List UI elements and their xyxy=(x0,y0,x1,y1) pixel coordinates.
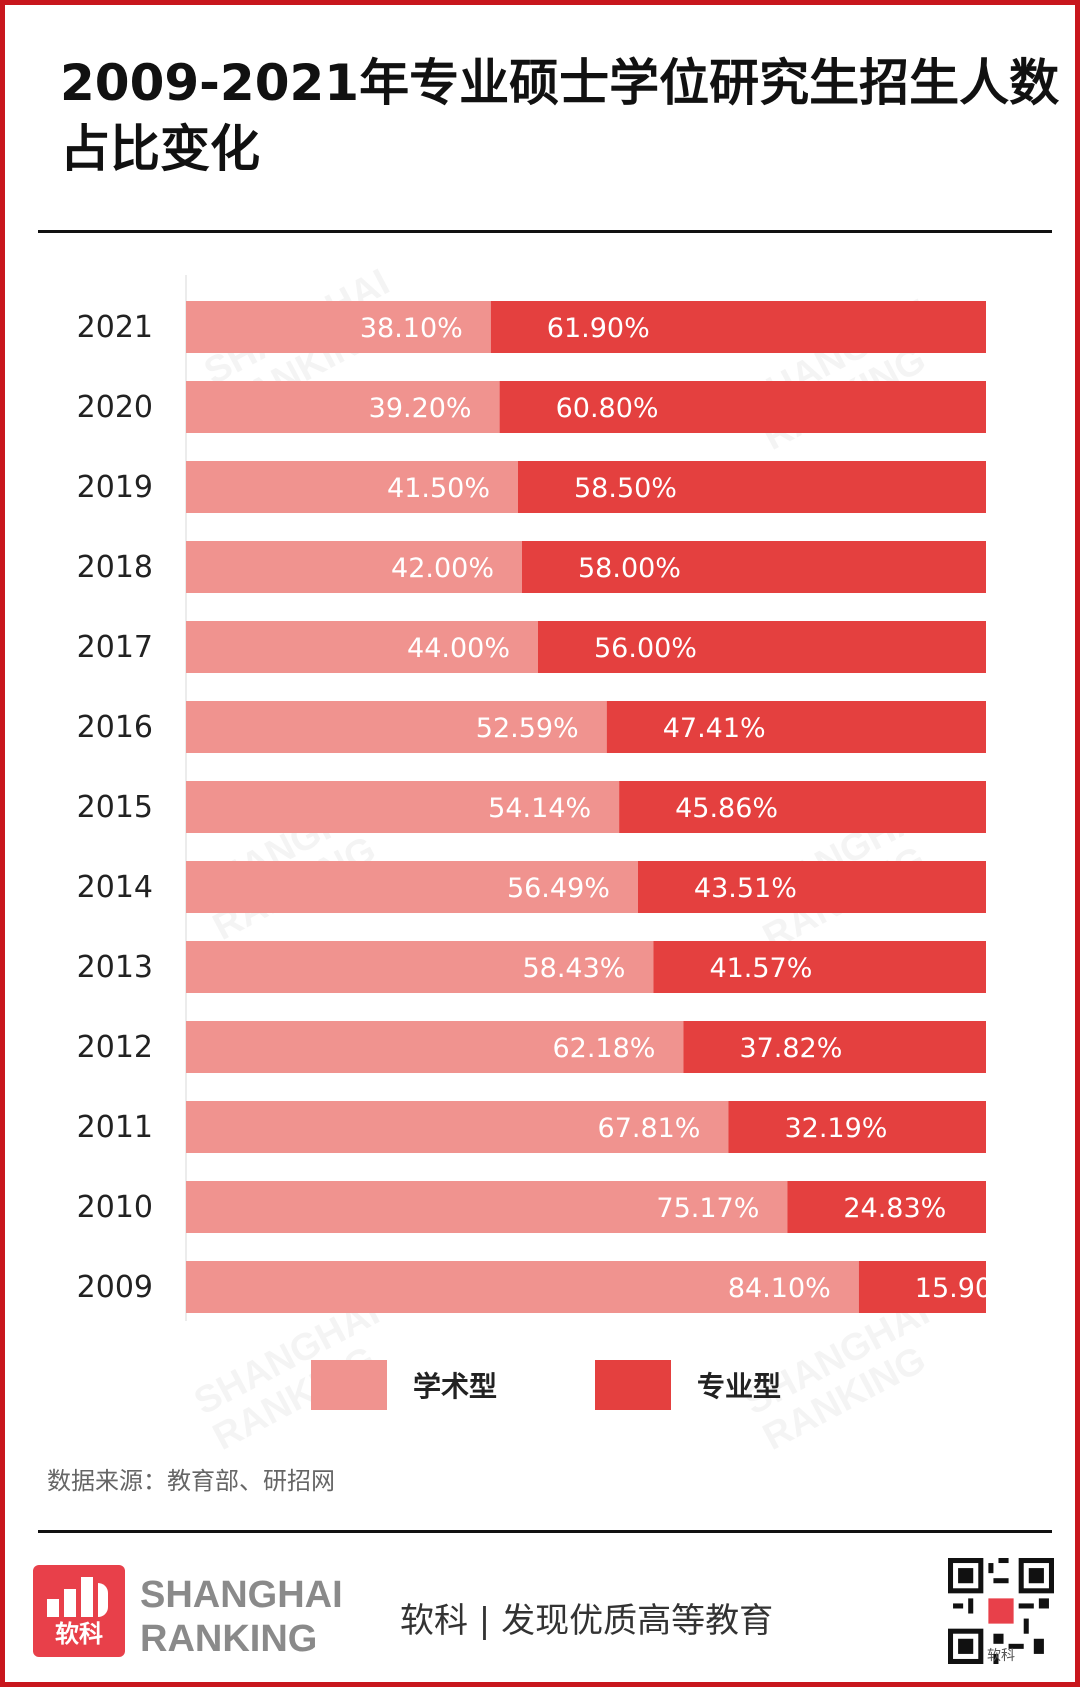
bar-professional xyxy=(522,541,986,593)
data-label-professional: 41.57% xyxy=(709,953,812,984)
y-tick-label: 2017 xyxy=(77,630,153,665)
data-label-professional: 58.50% xyxy=(574,473,677,504)
y-tick-label: 2020 xyxy=(77,390,153,425)
legend-item-professional: 专业型 xyxy=(595,1360,781,1410)
data-label-academic: 62.18% xyxy=(552,1033,655,1064)
data-label-professional: 15.90% xyxy=(915,1273,1018,1304)
bar-academic xyxy=(186,381,500,433)
data-label-professional: 37.82% xyxy=(739,1033,842,1064)
y-tick-label: 2011 xyxy=(77,1110,153,1145)
bar-professional xyxy=(787,1181,986,1233)
data-label-professional: 45.86% xyxy=(675,793,778,824)
data-label-academic: 56.49% xyxy=(507,873,610,904)
data-label-academic: 54.14% xyxy=(488,793,591,824)
data-label-academic: 39.20% xyxy=(369,393,472,424)
bar-professional xyxy=(728,1101,986,1153)
shanghai-ranking-logo: 软科 xyxy=(33,1565,125,1657)
bar-professional xyxy=(490,301,986,353)
data-label-professional: 43.51% xyxy=(694,873,797,904)
bar-professional xyxy=(683,1021,986,1073)
bar-academic xyxy=(186,621,538,673)
data-label-professional: 24.83% xyxy=(843,1193,946,1224)
data-label-professional: 58.00% xyxy=(578,553,681,584)
data-label-professional: 32.19% xyxy=(784,1113,887,1144)
bar-professional xyxy=(858,1261,986,1313)
y-tick-label: 2018 xyxy=(77,550,153,585)
y-tick-label: 2021 xyxy=(77,310,153,345)
bar-professional xyxy=(619,781,986,833)
logo-text: 软科 xyxy=(55,1620,103,1648)
data-label-academic: 58.43% xyxy=(522,953,625,984)
title-divider xyxy=(38,230,1052,233)
y-tick-label: 2010 xyxy=(77,1190,153,1225)
y-tick-label: 2014 xyxy=(77,870,153,905)
bar-academic xyxy=(186,1261,859,1313)
y-tick-label: 2009 xyxy=(77,1270,153,1305)
bar-professional xyxy=(606,701,986,753)
bar-academic xyxy=(186,861,638,913)
bar-academic xyxy=(186,1101,729,1153)
y-tick-label: 2016 xyxy=(77,710,153,745)
data-label-academic: 42.00% xyxy=(391,553,494,584)
data-label-academic: 52.59% xyxy=(476,713,579,744)
legend-swatch-academic xyxy=(311,1360,387,1410)
footer-slogan: 软科 | 发现优质高等教育 xyxy=(400,1601,774,1641)
bar-professional xyxy=(499,381,986,433)
bar-professional xyxy=(653,941,986,993)
y-tick-label: 2013 xyxy=(77,950,153,985)
y-tick-label: 2015 xyxy=(77,790,153,825)
bar-professional xyxy=(538,621,986,673)
data-label-professional: 60.80% xyxy=(556,393,659,424)
bar-academic xyxy=(186,461,518,513)
legend-item-academic: 学术型 xyxy=(311,1360,497,1410)
data-label-academic: 41.50% xyxy=(387,473,490,504)
data-label-academic: 38.10% xyxy=(360,313,463,344)
bar-academic xyxy=(186,701,607,753)
stacked-bar-chart: 2021 38.10% 61.90% 2020 39.20% 60.80% 2019 41.5… xyxy=(77,275,1018,1321)
bar-academic xyxy=(186,1021,684,1073)
data-source: 数据来源：教育部、研招网 xyxy=(47,1467,335,1495)
bar-academic xyxy=(186,941,654,993)
data-label-professional: 47.41% xyxy=(663,713,766,744)
chart-title: 2009-2021年专业硕士学位研究生招生人数占比变化 xyxy=(60,54,1060,178)
bar-academic xyxy=(186,301,491,353)
bar-academic xyxy=(186,1181,788,1233)
data-label-academic: 67.81% xyxy=(598,1113,701,1144)
data-label-academic: 75.17% xyxy=(656,1193,759,1224)
bar-professional xyxy=(518,461,986,513)
qr-caption: 软科 xyxy=(987,1648,1015,1664)
data-label-academic: 44.00% xyxy=(407,633,510,664)
legend-swatch-professional xyxy=(595,1360,671,1410)
brand-wordmark: SHANGHAI RANKING xyxy=(140,1574,343,1660)
bar-chart-icon xyxy=(47,1577,111,1617)
bar-professional xyxy=(637,861,986,913)
data-label-academic: 84.10% xyxy=(728,1273,831,1304)
legend-label-academic: 学术型 xyxy=(413,1370,498,1403)
legend: 学术型 专业型 xyxy=(5,1360,1080,1410)
y-tick-label: 2019 xyxy=(77,470,153,505)
data-label-professional: 56.00% xyxy=(594,633,697,664)
qr-code-icon[interactable] xyxy=(948,1558,1054,1664)
data-label-professional: 61.90% xyxy=(547,313,650,344)
y-tick-label: 2012 xyxy=(77,1030,153,1065)
bar-academic xyxy=(186,781,620,833)
footer-divider xyxy=(38,1530,1052,1533)
bar-academic xyxy=(186,541,522,593)
legend-label-professional: 专业型 xyxy=(697,1370,782,1403)
